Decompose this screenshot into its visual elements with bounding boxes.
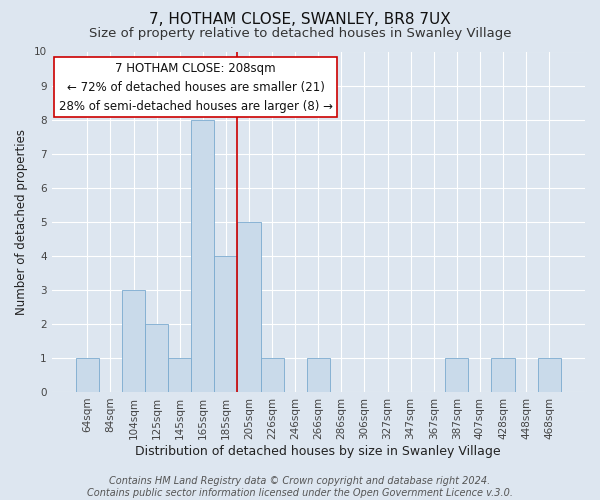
Bar xyxy=(491,358,515,392)
Bar xyxy=(445,358,469,392)
Y-axis label: Number of detached properties: Number of detached properties xyxy=(15,128,28,314)
Bar xyxy=(145,324,168,392)
Bar xyxy=(538,358,561,392)
Bar xyxy=(307,358,330,392)
Bar xyxy=(168,358,191,392)
Bar xyxy=(76,358,99,392)
X-axis label: Distribution of detached houses by size in Swanley Village: Distribution of detached houses by size … xyxy=(136,444,501,458)
Text: Contains HM Land Registry data © Crown copyright and database right 2024.
Contai: Contains HM Land Registry data © Crown c… xyxy=(87,476,513,498)
Text: Size of property relative to detached houses in Swanley Village: Size of property relative to detached ho… xyxy=(89,28,511,40)
Text: 7, HOTHAM CLOSE, SWANLEY, BR8 7UX: 7, HOTHAM CLOSE, SWANLEY, BR8 7UX xyxy=(149,12,451,28)
Bar xyxy=(122,290,145,392)
Text: 7 HOTHAM CLOSE: 208sqm
← 72% of detached houses are smaller (21)
28% of semi-det: 7 HOTHAM CLOSE: 208sqm ← 72% of detached… xyxy=(59,62,332,112)
Bar xyxy=(238,222,260,392)
Bar xyxy=(260,358,284,392)
Bar xyxy=(214,256,238,392)
Bar xyxy=(191,120,214,392)
